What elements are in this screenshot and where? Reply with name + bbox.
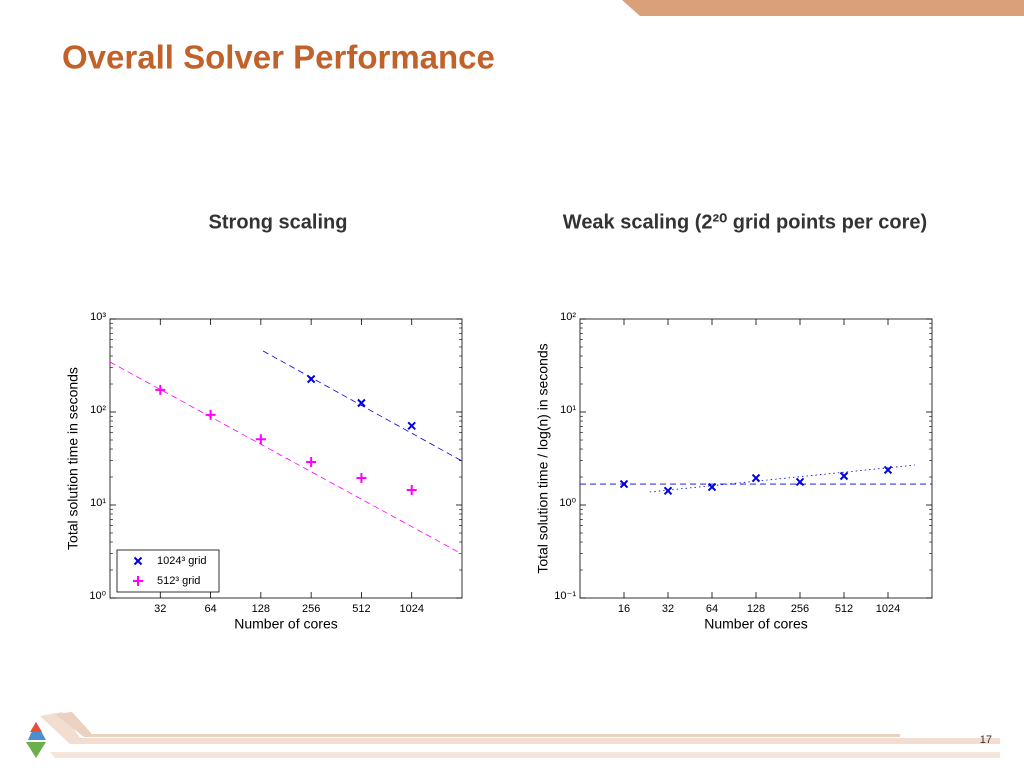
legend-marker xyxy=(133,556,143,566)
x-axis-label: Number of cores xyxy=(704,616,807,632)
x-tick-label: 512 xyxy=(835,603,853,615)
x-tick-label: 32 xyxy=(154,603,166,615)
slide-title: Overall Solver Performance xyxy=(62,39,495,76)
x-tick-label: 64 xyxy=(706,603,718,615)
data-point xyxy=(205,409,216,420)
legend: 1024³ grid 512³ grid xyxy=(116,549,220,593)
x-tick-label: 16 xyxy=(618,603,630,615)
legend-label: 1024³ grid xyxy=(157,555,207,567)
x-tick-label: 32 xyxy=(662,603,674,615)
data-point xyxy=(407,421,416,431)
data-point xyxy=(663,486,673,496)
y-tick-label: 10⁰ xyxy=(89,590,106,602)
y-axis-label: Total solution time / log(n) in seconds xyxy=(535,343,551,573)
data-point xyxy=(306,456,317,467)
x-tick-label: 256 xyxy=(791,603,809,615)
x-tick-label: 128 xyxy=(747,603,765,615)
header-bar xyxy=(622,0,1024,16)
x-tick-label: 1024 xyxy=(876,603,900,615)
plot-frame xyxy=(579,318,933,599)
x-tick-label: 64 xyxy=(204,603,216,615)
data-point xyxy=(255,434,266,445)
y-tick-label: 10⁰ xyxy=(559,497,576,509)
y-tick-label: 10² xyxy=(560,311,576,323)
data-point xyxy=(357,398,366,408)
x-tick-label: 128 xyxy=(252,603,270,615)
data-point xyxy=(839,471,849,481)
plot: 10⁰ 10¹ 10² 10³ 32 64 128 256 512 1024 Number of c… xyxy=(65,311,463,632)
data-point xyxy=(155,384,166,395)
chart-title: Strong scaling xyxy=(209,211,348,233)
data-point xyxy=(751,473,761,483)
x-tick-label: 256 xyxy=(302,603,320,615)
x-tick-label: 1024 xyxy=(399,603,423,615)
data-point xyxy=(619,479,629,489)
data-point xyxy=(707,482,717,492)
data-point xyxy=(406,484,417,495)
y-tick-label: 10¹ xyxy=(90,497,106,509)
data-point xyxy=(883,465,893,475)
footer-swoosh xyxy=(26,712,1000,758)
reference-line xyxy=(649,464,915,493)
legend-marker xyxy=(133,576,143,586)
data-point xyxy=(306,374,316,384)
reference-line xyxy=(109,361,463,555)
plot-frame xyxy=(109,318,463,599)
reference-line xyxy=(262,350,463,462)
y-tick-label: 10¹ xyxy=(560,404,576,416)
y-axis-label: Total solution time in seconds xyxy=(65,367,81,550)
x-axis-label: Number of cores xyxy=(234,616,337,632)
legend-label: 512³ grid xyxy=(157,575,200,587)
y-tick-label: 10⁻¹ xyxy=(554,590,576,602)
y-tick-label: 10³ xyxy=(90,311,106,323)
data-point xyxy=(795,477,805,487)
y-tick-label: 10² xyxy=(90,404,106,416)
plot: 10⁻¹ 10⁰ 10¹ 10² 16 32 64 128 256 512 1024 Number o… xyxy=(535,311,933,632)
data-point xyxy=(356,473,367,484)
legend-box xyxy=(116,549,220,593)
x-tick-label: 512 xyxy=(352,603,370,615)
chart-title: Weak scaling (2²⁰ grid points per core) xyxy=(563,211,927,233)
page-number: 17 xyxy=(980,734,992,746)
